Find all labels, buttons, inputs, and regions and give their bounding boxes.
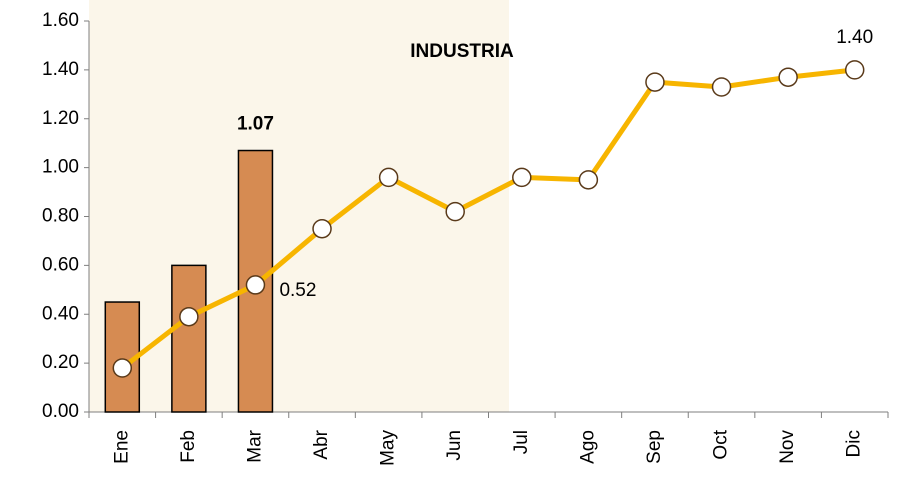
line-marker (380, 168, 398, 186)
x-tick-label: Ago (577, 430, 598, 464)
line-marker (513, 168, 531, 186)
bar-value-label: 1.07 (237, 114, 274, 135)
line-marker (246, 276, 264, 294)
x-tick-label: Feb (178, 430, 199, 463)
line-marker (846, 61, 864, 79)
y-tick-label: 1.60 (42, 10, 79, 31)
line-marker (113, 359, 131, 377)
y-tick-label: 0.00 (42, 401, 79, 422)
x-tick-label: Nov (777, 430, 798, 464)
x-tick-label: May (378, 430, 399, 466)
x-tick-label: Mar (244, 429, 265, 462)
line-marker (779, 68, 797, 86)
y-tick-label: 1.00 (42, 157, 79, 178)
y-tick-label: 1.40 (42, 59, 79, 80)
line-marker (180, 308, 198, 326)
y-tick-label: 0.40 (42, 303, 79, 324)
x-tick-label: Dic (844, 430, 865, 457)
x-tick-label: Ene (111, 430, 132, 464)
line-marker (579, 171, 597, 189)
x-tick-label: Sep (644, 430, 665, 464)
y-tick-label: 0.20 (42, 352, 79, 373)
line-marker (713, 78, 731, 96)
line-value-label: 0.52 (279, 280, 316, 301)
y-tick-label: 1.20 (42, 108, 79, 129)
chart: INDUSTRIA 0.00 0.20 0.40 0.60 0.80 1.00 1.20 1.… (0, 0, 900, 482)
line-marker (646, 73, 664, 91)
x-tick-label: Oct (711, 429, 732, 459)
x-tick-label: Jun (444, 430, 465, 461)
line-marker (313, 220, 331, 238)
chart-title: INDUSTRIA (410, 41, 514, 62)
bar (172, 265, 206, 412)
x-tick-label: Jul (511, 430, 532, 454)
line-marker (446, 203, 464, 221)
x-tick-label: Abr (311, 429, 332, 459)
y-tick-label: 0.60 (42, 254, 79, 275)
line-value-label: 1.40 (836, 27, 873, 48)
y-tick-label: 0.80 (42, 206, 79, 227)
